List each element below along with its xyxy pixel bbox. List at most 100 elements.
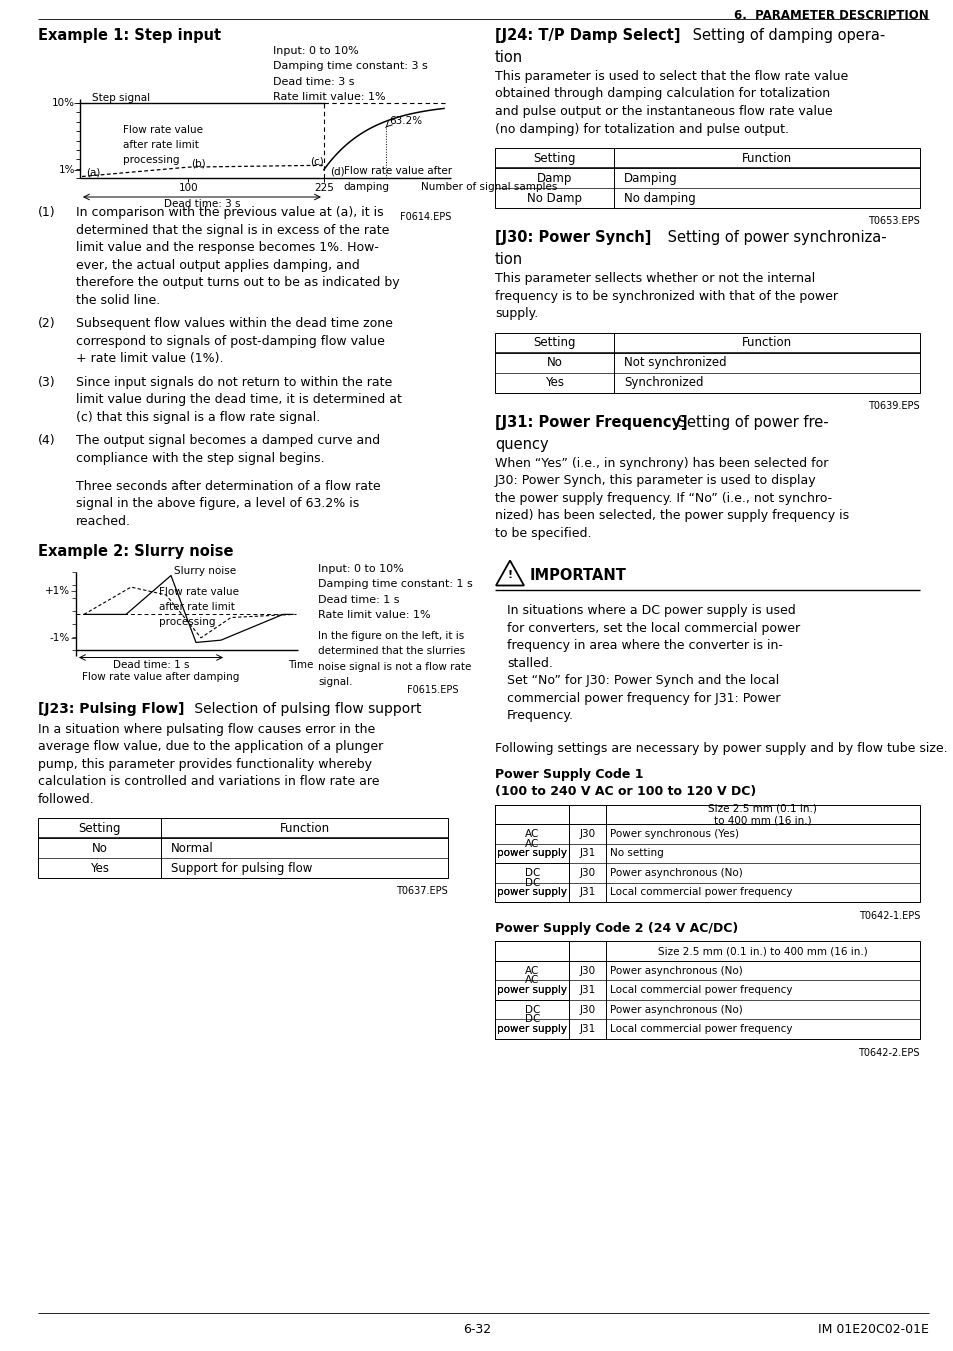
Text: Power asynchronous (No): Power asynchronous (No) bbox=[610, 1005, 742, 1015]
Text: ever, the actual output applies damping, and: ever, the actual output applies damping,… bbox=[76, 258, 359, 272]
Text: (1): (1) bbox=[38, 205, 55, 219]
Text: AC: AC bbox=[524, 975, 538, 985]
Text: Damping time constant: 3 s: Damping time constant: 3 s bbox=[273, 62, 427, 72]
Text: frequency in area where the converter is in-: frequency in area where the converter is… bbox=[506, 639, 782, 653]
Text: after rate limit: after rate limit bbox=[123, 141, 198, 150]
Text: Size 2.5 mm (0.1 in.) to 400 mm (16 in.): Size 2.5 mm (0.1 in.) to 400 mm (16 in.) bbox=[658, 946, 866, 957]
Text: Example 1: Step input: Example 1: Step input bbox=[38, 28, 221, 43]
Text: 63.2%: 63.2% bbox=[389, 116, 422, 126]
Text: limit value and the response becomes 1%. How-: limit value and the response becomes 1%.… bbox=[76, 240, 378, 254]
Text: calculation is controlled and variations in flow rate are: calculation is controlled and variations… bbox=[38, 775, 379, 788]
Text: No: No bbox=[546, 357, 562, 369]
Text: average flow value, due to the application of a plunger: average flow value, due to the applicati… bbox=[38, 740, 383, 753]
Text: Dead time: 3 s: Dead time: 3 s bbox=[164, 199, 240, 209]
Text: compliance with the step signal begins.: compliance with the step signal begins. bbox=[76, 451, 324, 465]
Text: Rate limit value: 1%: Rate limit value: 1% bbox=[317, 611, 430, 620]
Text: No setting: No setting bbox=[610, 848, 663, 858]
Text: Setting of power synchroniza-: Setting of power synchroniza- bbox=[662, 230, 885, 245]
Text: DC: DC bbox=[524, 1005, 539, 1015]
Text: limit value during the dead time, it is determined at: limit value during the dead time, it is … bbox=[76, 393, 401, 407]
Text: + rate limit value (1%).: + rate limit value (1%). bbox=[76, 353, 223, 365]
Text: nized) has been selected, the power supply frequency is: nized) has been selected, the power supp… bbox=[495, 509, 848, 521]
Text: the solid line.: the solid line. bbox=[76, 293, 160, 307]
Text: signal in the above figure, a level of 63.2% is: signal in the above figure, a level of 6… bbox=[76, 497, 359, 511]
Text: Set “No” for J30: Power Synch and the local: Set “No” for J30: Power Synch and the lo… bbox=[506, 674, 779, 688]
Text: Dead time: 3 s: Dead time: 3 s bbox=[273, 77, 355, 86]
Bar bbox=[495, 942, 919, 1039]
Text: Power Supply Code 1: Power Supply Code 1 bbox=[495, 767, 643, 781]
Text: F0615.EPS: F0615.EPS bbox=[406, 685, 457, 694]
Text: Power asynchronous (No): Power asynchronous (No) bbox=[610, 867, 742, 878]
Text: 6-32: 6-32 bbox=[462, 1323, 491, 1336]
Text: pump, this parameter provides functionality whereby: pump, this parameter provides functional… bbox=[38, 758, 372, 770]
Text: 100: 100 bbox=[178, 182, 198, 193]
Text: Damping: Damping bbox=[623, 172, 677, 185]
Text: When “Yes” (i.e., in synchrony) has been selected for: When “Yes” (i.e., in synchrony) has been… bbox=[495, 457, 827, 470]
Text: J31: J31 bbox=[578, 888, 595, 897]
Bar bbox=[38, 817, 448, 878]
Text: to be specified.: to be specified. bbox=[495, 527, 591, 539]
Text: Rate limit value: 1%: Rate limit value: 1% bbox=[273, 92, 385, 103]
Bar bbox=[495, 149, 919, 208]
Text: J31: J31 bbox=[578, 985, 595, 994]
Text: T0642-2.EPS: T0642-2.EPS bbox=[858, 1048, 919, 1058]
Text: 1%: 1% bbox=[58, 165, 75, 174]
Bar bbox=[495, 942, 569, 1039]
Text: !: ! bbox=[507, 570, 512, 580]
Text: stalled.: stalled. bbox=[506, 657, 553, 670]
Bar bbox=[495, 332, 919, 393]
Text: Flow rate value: Flow rate value bbox=[159, 586, 239, 597]
Text: (a): (a) bbox=[86, 168, 100, 177]
Text: noise signal is not a flow rate: noise signal is not a flow rate bbox=[317, 662, 471, 671]
Text: determined that the slurries: determined that the slurries bbox=[317, 646, 465, 657]
Text: (c): (c) bbox=[310, 157, 323, 166]
Text: power supply: power supply bbox=[497, 848, 567, 858]
Text: Input: 0 to 10%: Input: 0 to 10% bbox=[317, 563, 403, 574]
Text: +1%: +1% bbox=[45, 586, 70, 596]
Text: determined that the signal is in excess of the rate: determined that the signal is in excess … bbox=[76, 223, 389, 236]
Text: IMPORTANT: IMPORTANT bbox=[530, 567, 626, 584]
Text: J31: J31 bbox=[578, 848, 595, 858]
Text: Yes: Yes bbox=[90, 862, 109, 874]
Text: Selection of pulsing flow support: Selection of pulsing flow support bbox=[190, 701, 421, 716]
Text: -1%: -1% bbox=[50, 632, 70, 643]
Text: DC: DC bbox=[524, 878, 539, 888]
Text: Dead time: 1 s: Dead time: 1 s bbox=[317, 594, 399, 604]
Text: Setting: Setting bbox=[533, 151, 576, 165]
Text: IM 01E20C02-01E: IM 01E20C02-01E bbox=[818, 1323, 928, 1336]
Text: (3): (3) bbox=[38, 376, 55, 389]
Text: (4): (4) bbox=[38, 435, 55, 447]
Text: Setting: Setting bbox=[78, 821, 121, 835]
Text: AC: AC bbox=[524, 966, 538, 975]
Text: Subsequent flow values within the dead time zone: Subsequent flow values within the dead t… bbox=[76, 317, 393, 330]
Text: Power asynchronous (No): Power asynchronous (No) bbox=[610, 966, 742, 975]
Text: (no damping) for totalization and pulse output.: (no damping) for totalization and pulse … bbox=[495, 123, 788, 135]
Text: Power Supply Code 2 (24 V AC/DC): Power Supply Code 2 (24 V AC/DC) bbox=[495, 921, 738, 935]
Text: Input: 0 to 10%: Input: 0 to 10% bbox=[273, 46, 358, 55]
Text: after rate limit: after rate limit bbox=[159, 603, 234, 612]
Text: (c) that this signal is a flow rate signal.: (c) that this signal is a flow rate sign… bbox=[76, 411, 320, 424]
Text: Local commercial power frequency: Local commercial power frequency bbox=[610, 985, 792, 994]
Text: 225: 225 bbox=[314, 182, 334, 193]
Text: tion: tion bbox=[495, 50, 522, 65]
Text: power supply: power supply bbox=[497, 985, 567, 994]
Text: Size 2.5 mm (0.1 in.)
to 400 mm (16 in.): Size 2.5 mm (0.1 in.) to 400 mm (16 in.) bbox=[707, 804, 817, 825]
Text: T0642-1.EPS: T0642-1.EPS bbox=[858, 911, 919, 921]
Text: reached.: reached. bbox=[76, 515, 131, 528]
Text: Function: Function bbox=[741, 151, 791, 165]
Text: 6.  PARAMETER DESCRIPTION: 6. PARAMETER DESCRIPTION bbox=[734, 9, 928, 22]
Text: AC: AC bbox=[524, 828, 538, 839]
Text: followed.: followed. bbox=[38, 793, 94, 805]
Text: Following settings are necessary by power supply and by flow tube size.: Following settings are necessary by powe… bbox=[495, 742, 946, 754]
Text: [J24: T/P Damp Select]: [J24: T/P Damp Select] bbox=[495, 28, 679, 43]
Text: In situations where a DC power supply is used: In situations where a DC power supply is… bbox=[506, 604, 795, 617]
Text: processing: processing bbox=[123, 155, 179, 165]
Text: Slurry noise: Slurry noise bbox=[173, 566, 236, 576]
Text: AC: AC bbox=[524, 839, 538, 848]
Text: Function: Function bbox=[279, 821, 329, 835]
Text: Local commercial power frequency: Local commercial power frequency bbox=[610, 888, 792, 897]
Text: (100 to 240 V AC or 100 to 120 V DC): (100 to 240 V AC or 100 to 120 V DC) bbox=[495, 785, 756, 798]
Text: No damping: No damping bbox=[623, 192, 695, 204]
Text: Normal: Normal bbox=[171, 842, 213, 854]
Text: therefore the output turns out to be as indicated by: therefore the output turns out to be as … bbox=[76, 276, 399, 289]
